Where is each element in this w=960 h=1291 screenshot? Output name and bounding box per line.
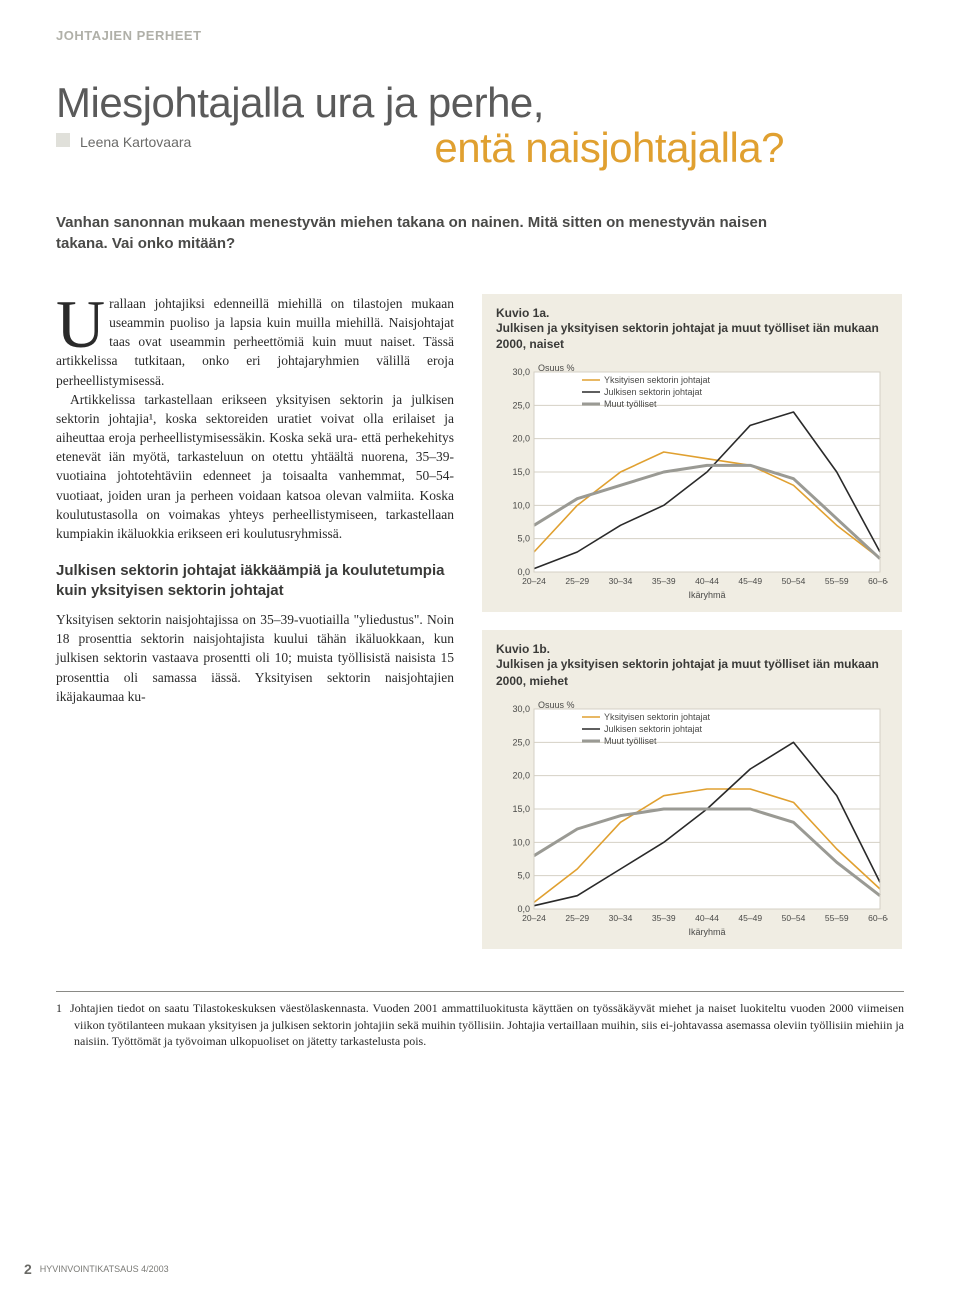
svg-text:Julkisen sektorin johtajat: Julkisen sektorin johtajat — [604, 387, 703, 397]
footnote-rule — [56, 991, 904, 992]
svg-text:20,0: 20,0 — [512, 434, 530, 444]
svg-text:45–49: 45–49 — [738, 576, 762, 586]
section-label: JOHTAJIEN PERHEET — [56, 28, 904, 43]
publication-name: HYVINVOINTIKATSAUS 4/2003 — [40, 1264, 169, 1274]
svg-text:5,0: 5,0 — [517, 534, 530, 544]
svg-text:20–24: 20–24 — [522, 576, 546, 586]
svg-text:Muut työlliset: Muut työlliset — [604, 399, 657, 409]
svg-text:Yksityisen sektorin johtajat: Yksityisen sektorin johtajat — [604, 712, 711, 722]
svg-text:Muut työlliset: Muut työlliset — [604, 736, 657, 746]
svg-text:35–39: 35–39 — [652, 913, 676, 923]
page-footer: 2 HYVINVOINTIKATSAUS 4/2003 — [24, 1261, 169, 1277]
svg-text:60–64: 60–64 — [868, 913, 888, 923]
svg-text:55–59: 55–59 — [825, 913, 849, 923]
svg-text:40–44: 40–44 — [695, 576, 719, 586]
chart-1a: Kuvio 1a. Julkisen ja yksityisen sektori… — [482, 294, 902, 612]
svg-text:15,0: 15,0 — [512, 467, 530, 477]
svg-text:30–34: 30–34 — [609, 576, 633, 586]
dropcap: U — [56, 294, 109, 351]
chart-title: Julkisen ja yksityisen sektorin johtajat… — [496, 656, 888, 688]
svg-text:30,0: 30,0 — [512, 367, 530, 377]
svg-text:Ikäryhmä: Ikäryhmä — [688, 590, 725, 600]
chart-svg: 0,05,010,015,020,025,030,0Osuus %Yksityi… — [496, 699, 888, 939]
footnote-text: Johtajien tiedot on saatu Tilastokeskuks… — [70, 1001, 904, 1049]
right-column: Kuvio 1a. Julkisen ja yksityisen sektori… — [482, 294, 902, 967]
author-bullet-icon — [56, 133, 70, 147]
chart-svg: 0,05,010,015,020,025,030,0Osuus %Yksityi… — [496, 362, 888, 602]
page-number: 2 — [24, 1261, 32, 1277]
title-block: Miesjohtajalla ura ja perhe, Leena Karto… — [56, 79, 904, 172]
author-name: Leena Kartovaara — [80, 134, 191, 150]
body-paragraph: Urallaan johtajiksi edenneillä miehillä … — [56, 294, 454, 390]
svg-text:10,0: 10,0 — [512, 837, 530, 847]
svg-text:25–29: 25–29 — [565, 913, 589, 923]
svg-text:35–39: 35–39 — [652, 576, 676, 586]
svg-text:10,0: 10,0 — [512, 501, 530, 511]
svg-text:50–54: 50–54 — [782, 576, 806, 586]
para1-text: rallaan johtajiksi edenneillä miehillä o… — [56, 296, 454, 388]
svg-text:5,0: 5,0 — [517, 870, 530, 880]
subheading: Julkisen sektorin johtajat iäkkäämpiä ja… — [56, 561, 454, 600]
body-paragraph: Yksityisen sektorin naisjohtajissa on 35… — [56, 610, 454, 706]
svg-text:30–34: 30–34 — [609, 913, 633, 923]
svg-text:Julkisen sektorin johtajat: Julkisen sektorin johtajat — [604, 724, 703, 734]
svg-text:Ikäryhmä: Ikäryhmä — [688, 927, 725, 937]
lead-paragraph: Vanhan sanonnan mukaan menestyvän miehen… — [56, 212, 776, 254]
body-paragraph: Artikkelissa tarkastellaan erikseen yksi… — [56, 390, 454, 543]
footnote: 1 Johtajien tiedot on saatu Tilastokesku… — [56, 1000, 904, 1050]
left-column: Urallaan johtajiksi edenneillä miehillä … — [56, 294, 454, 706]
svg-text:25,0: 25,0 — [512, 737, 530, 747]
svg-text:55–59: 55–59 — [825, 576, 849, 586]
svg-text:20,0: 20,0 — [512, 770, 530, 780]
svg-text:50–54: 50–54 — [782, 913, 806, 923]
svg-text:45–49: 45–49 — [738, 913, 762, 923]
svg-text:30,0: 30,0 — [512, 704, 530, 714]
svg-text:25–29: 25–29 — [565, 576, 589, 586]
chart-label: Kuvio 1b. — [496, 642, 888, 656]
svg-text:15,0: 15,0 — [512, 804, 530, 814]
two-column-layout: Urallaan johtajiksi edenneillä miehillä … — [56, 294, 904, 967]
chart-label: Kuvio 1a. — [496, 306, 888, 320]
svg-text:60–64: 60–64 — [868, 576, 888, 586]
chart-1b: Kuvio 1b. Julkisen ja yksityisen sektori… — [482, 630, 902, 948]
svg-text:40–44: 40–44 — [695, 913, 719, 923]
svg-text:20–24: 20–24 — [522, 913, 546, 923]
svg-text:25,0: 25,0 — [512, 401, 530, 411]
chart-title: Julkisen ja yksityisen sektorin johtajat… — [496, 320, 888, 352]
svg-text:Yksityisen sektorin johtajat: Yksityisen sektorin johtajat — [604, 375, 711, 385]
title-line-1: Miesjohtajalla ura ja perhe, — [56, 79, 904, 127]
footnote-number: 1 — [56, 1001, 62, 1015]
